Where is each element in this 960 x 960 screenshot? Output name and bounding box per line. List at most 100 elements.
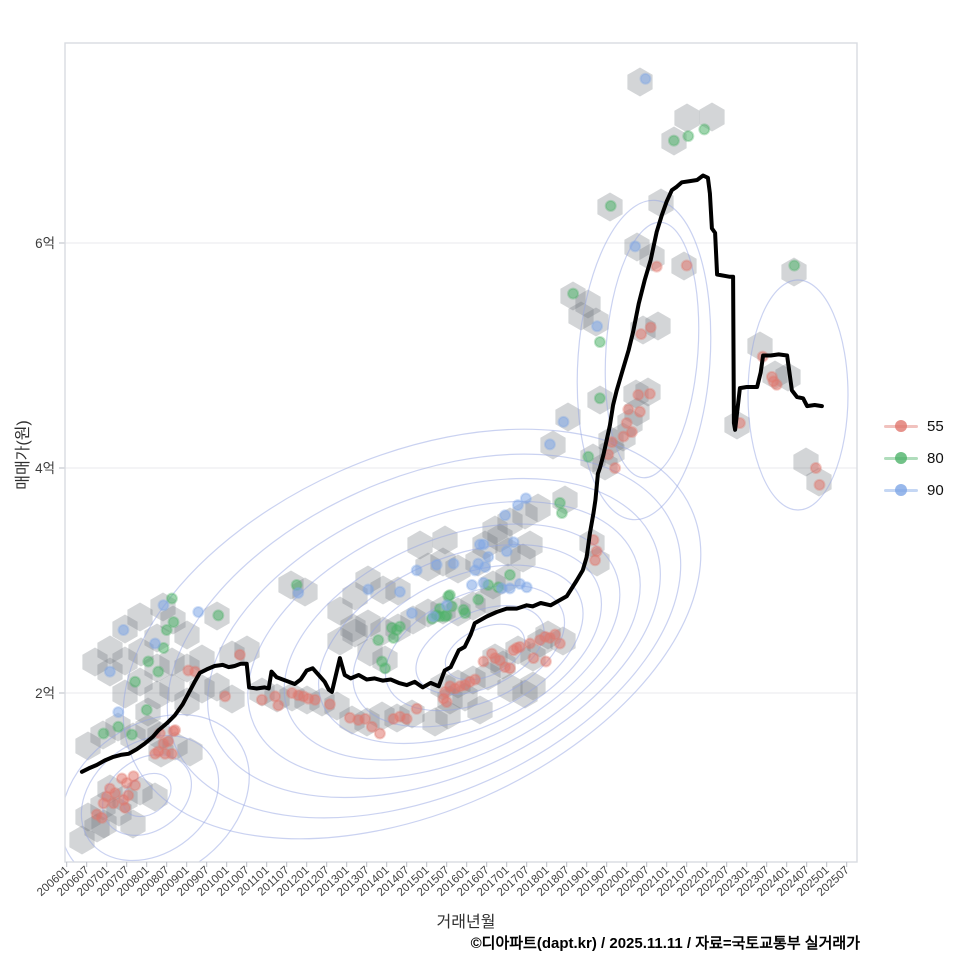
hexbin-cell [482, 515, 508, 545]
y-tick-label: 4억 [35, 461, 55, 476]
hexbin-cell [327, 596, 353, 626]
data-point-55 [373, 727, 386, 740]
data-point-55 [609, 462, 622, 474]
data-point-80 [140, 703, 153, 716]
data-point-55 [272, 699, 285, 712]
data-point-80 [567, 287, 580, 300]
hexbin-cell [370, 575, 396, 605]
data-point-55 [549, 628, 562, 641]
data-point-80 [129, 675, 142, 688]
hexbin-cell [512, 679, 538, 709]
hexbin-cell [97, 635, 123, 665]
data-point-80 [142, 655, 155, 668]
series-90 [103, 72, 652, 719]
data-point-90 [639, 72, 652, 85]
hexbin-cell [467, 695, 493, 725]
data-point-55 [233, 648, 246, 661]
data-point-80 [165, 592, 178, 605]
data-point-55 [107, 797, 120, 810]
data-point-90 [447, 557, 460, 570]
hexbin-cell [525, 493, 551, 523]
data-point-90 [292, 586, 305, 599]
hexbin-cell [422, 707, 448, 737]
data-point-55 [165, 747, 178, 760]
legend: 55 80 90 [884, 410, 944, 506]
x-axis: 2006012006072007012007072008012008072009… [35, 862, 852, 899]
data-point-55 [269, 690, 282, 703]
data-point-90 [482, 550, 495, 563]
legend-item-80: 80 [884, 442, 944, 474]
data-point-90 [192, 606, 205, 618]
plot-border [64, 42, 858, 863]
data-point-90 [557, 415, 570, 428]
data-point-80 [698, 123, 711, 136]
data-point-80 [667, 134, 680, 147]
data-point-55 [365, 720, 378, 733]
hexbin-cell [645, 311, 671, 341]
data-point-80 [393, 620, 406, 633]
hexbin-cell [775, 362, 801, 392]
legend-marker-icon [884, 452, 918, 464]
y-tick-label: 2억 [35, 686, 55, 701]
data-point-90 [477, 576, 490, 589]
data-point-90 [149, 637, 162, 650]
data-point-55 [122, 789, 135, 802]
legend-label: 90 [927, 481, 944, 499]
data-point-90 [427, 610, 440, 623]
data-point-55 [255, 693, 268, 706]
hexbin-cell [189, 644, 215, 674]
attribution-text: ©디아파트(dapt.kr) / 2025.11.11 / 자료=국토교통부 실… [470, 935, 860, 952]
hexbin-cell [82, 647, 108, 677]
data-point-80 [604, 199, 617, 212]
data-point-80 [160, 624, 173, 636]
y-axis-title: 매매가(원) [15, 420, 32, 490]
data-point-55 [109, 787, 122, 800]
hexbin-cell [219, 640, 245, 670]
data-point-80 [372, 634, 385, 647]
density-contour [576, 199, 712, 521]
legend-label: 80 [927, 449, 944, 467]
data-point-90 [440, 599, 453, 612]
trend-layer [79, 173, 824, 774]
hexbin-cell [355, 609, 381, 639]
data-point-55 [527, 652, 540, 665]
hexbin-cell [699, 102, 725, 132]
hexbin-cell [568, 301, 594, 331]
data-point-55 [513, 640, 526, 653]
data-point-90 [393, 585, 406, 598]
density-contour [101, 754, 193, 836]
data-point-80 [443, 589, 456, 602]
data-point-90 [479, 561, 492, 573]
data-point-55 [625, 426, 638, 438]
trend-line [79, 173, 824, 774]
data-point-80 [472, 593, 485, 606]
data-point-55 [539, 655, 552, 668]
data-point-90 [477, 538, 490, 551]
data-point-55 [813, 478, 826, 491]
data-point-90 [520, 581, 533, 594]
data-point-55 [809, 462, 822, 474]
data-point-80 [112, 720, 125, 733]
hexbin-cell [327, 626, 353, 656]
legend-label: 55 [927, 417, 944, 435]
hexbin-cell [555, 402, 581, 432]
data-point-55 [129, 779, 142, 792]
data-point-90 [543, 438, 556, 451]
data-point-80 [682, 130, 695, 143]
data-point-55 [469, 673, 482, 686]
density-contour [747, 279, 849, 511]
data-point-55 [309, 693, 322, 706]
data-point-80 [152, 665, 165, 678]
data-point-80 [593, 336, 606, 348]
data-point-90 [591, 320, 604, 333]
data-point-80 [555, 507, 568, 519]
density-contour [283, 523, 621, 761]
hexbin-cell [342, 581, 368, 611]
data-point-80 [593, 392, 606, 405]
legend-item-55: 55 [884, 410, 944, 442]
data-point-80 [167, 616, 180, 629]
hexbin-cell [435, 700, 461, 730]
data-point-55 [523, 637, 536, 650]
